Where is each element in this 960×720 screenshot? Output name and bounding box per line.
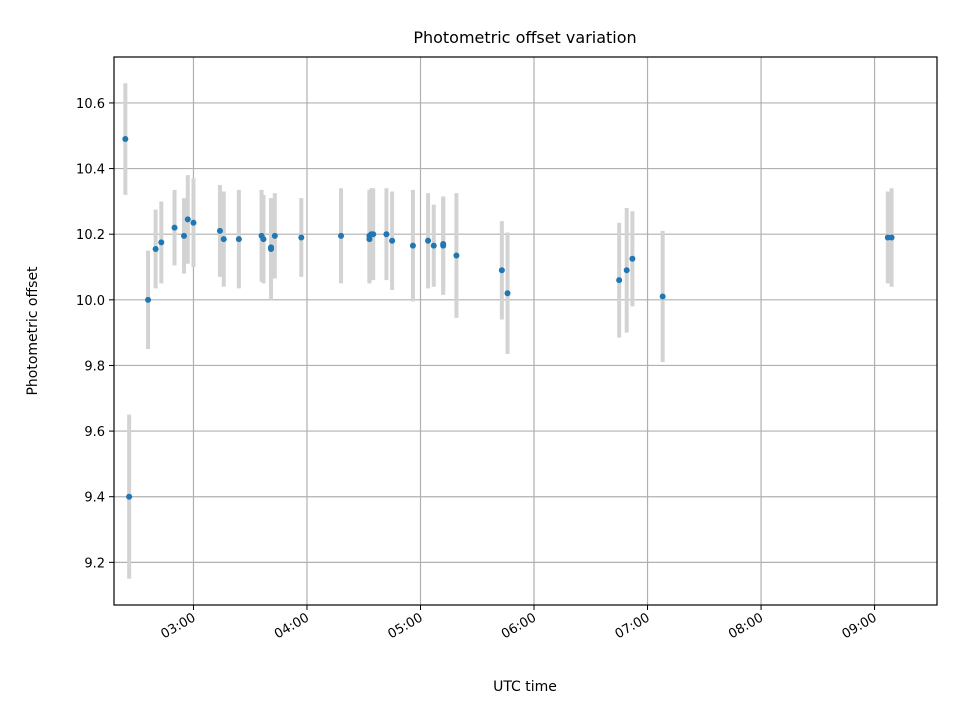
data-point (268, 244, 275, 251)
data-point (623, 267, 630, 274)
y-tick-label: 9.6 (84, 425, 105, 440)
data-point (158, 239, 165, 246)
chart-title: Photometric offset variation (413, 28, 636, 47)
data-point (122, 136, 129, 143)
data-point (440, 241, 447, 248)
y-tick-label: 9.2 (84, 556, 105, 571)
y-tick-label: 9.4 (84, 491, 105, 506)
data-point (453, 252, 460, 259)
data-point (616, 277, 623, 284)
data-point (298, 234, 305, 241)
y-tick-label: 9.8 (84, 359, 105, 374)
data-point (171, 224, 178, 231)
data-point (235, 236, 242, 243)
x-axis-label: UTC time (493, 679, 557, 695)
data-point (659, 293, 666, 300)
y-tick-label: 10.6 (76, 97, 105, 112)
data-point (181, 232, 188, 239)
data-point (425, 237, 432, 244)
data-point (126, 493, 133, 500)
data-point (389, 237, 396, 244)
data-point (370, 231, 377, 238)
data-point (220, 236, 227, 243)
data-point (216, 227, 223, 234)
data-point (338, 232, 345, 239)
data-point (430, 242, 437, 249)
data-point (383, 231, 390, 238)
data-point (184, 216, 191, 223)
data-point (145, 296, 152, 303)
plot-frame (113, 56, 938, 606)
grid-layer (114, 57, 937, 605)
data-point (888, 234, 895, 241)
y-tick-label: 10.4 (76, 163, 105, 178)
data-point (629, 255, 636, 262)
point-layer (122, 136, 895, 500)
y-tick-label: 10.2 (76, 228, 105, 243)
data-point (504, 290, 511, 297)
data-point (190, 219, 197, 226)
data-point (409, 242, 416, 249)
data-point (498, 267, 505, 274)
data-point (260, 236, 267, 243)
y-tick-label: 10.0 (76, 294, 105, 309)
data-point (271, 232, 278, 239)
data-point (366, 236, 373, 243)
data-point (152, 245, 159, 252)
y-axis-label: Photometric offset (25, 266, 41, 396)
